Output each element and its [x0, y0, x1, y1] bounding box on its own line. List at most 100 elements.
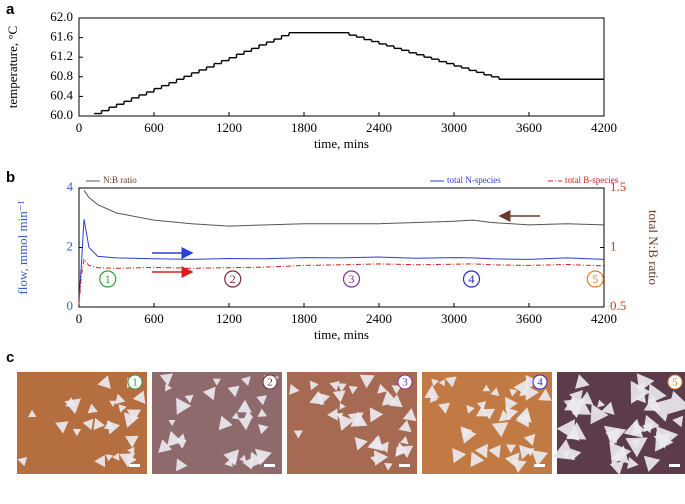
crystal	[105, 454, 114, 462]
crystal	[347, 412, 364, 427]
crystal	[369, 436, 382, 449]
crystal	[115, 393, 126, 405]
crystal	[607, 431, 616, 439]
crystal	[445, 376, 457, 388]
crystal	[327, 408, 338, 421]
crystal	[400, 436, 409, 445]
x-tick-label: 3600	[516, 311, 542, 326]
panel-label: b	[6, 169, 15, 186]
crystal	[519, 444, 534, 460]
crystal	[391, 385, 402, 395]
micrograph: 4	[422, 372, 552, 474]
crystal	[132, 390, 146, 404]
crystal	[338, 414, 355, 431]
crystal	[237, 399, 252, 413]
crystal	[512, 459, 527, 473]
x-tick-label: 2400	[366, 311, 392, 326]
crystal	[515, 412, 529, 428]
crystal	[109, 400, 117, 407]
crystal	[491, 422, 509, 438]
plot-frame	[78, 17, 605, 117]
crystal	[506, 444, 517, 454]
crystal	[119, 453, 136, 468]
x-tick-label: 0	[76, 120, 83, 135]
y-tick-label: 60.0	[50, 107, 73, 122]
crystal	[643, 414, 660, 433]
legend-label: N:B ratio	[103, 175, 137, 185]
annotation-circle	[462, 270, 481, 288]
crystal	[241, 376, 251, 386]
crystal	[590, 404, 609, 425]
label-circle	[532, 374, 548, 390]
crystal	[609, 441, 632, 466]
crystal	[525, 375, 540, 390]
crystal	[635, 382, 645, 393]
panel-label: a	[6, 1, 15, 18]
micrograph-label: 3	[402, 377, 408, 389]
micrograph: 5	[552, 372, 685, 475]
x-tick-label: 0	[76, 311, 83, 326]
crystal	[431, 378, 439, 387]
micrograph-label: 5	[672, 377, 678, 389]
crystal	[384, 463, 393, 471]
crystal	[523, 433, 536, 446]
annotation: 1	[105, 272, 111, 286]
x-tick-label: 600	[144, 311, 164, 326]
crystal	[525, 448, 535, 457]
label-circle	[127, 374, 143, 390]
micrograph-label: 2	[267, 377, 273, 389]
crystal	[125, 435, 139, 448]
annotation-circle	[99, 270, 117, 288]
panel-label: c	[6, 349, 14, 366]
crystal	[289, 384, 300, 395]
label-circle	[667, 374, 683, 390]
x-tick-label: 3600	[516, 120, 542, 135]
x-tick-label: 1200	[216, 120, 242, 135]
crystal	[354, 437, 368, 451]
crystal	[452, 448, 467, 464]
crystal	[505, 396, 518, 412]
crystal	[402, 408, 417, 422]
micrograph-label: 1	[132, 377, 138, 389]
crystal	[359, 374, 375, 389]
annotation-circle	[342, 270, 361, 288]
y-axis-label: temperature, °C	[5, 26, 20, 108]
crystal	[509, 388, 518, 397]
y2-tick-label: 1.5	[610, 179, 626, 194]
crystal	[482, 384, 491, 392]
y-axis-label: flow, mmol min⁻¹	[15, 200, 30, 294]
series-line	[83, 190, 605, 227]
label-circle	[262, 374, 278, 390]
x-tick-label: 1200	[216, 311, 242, 326]
crystal	[239, 454, 247, 462]
x-axis-label: time, mins	[314, 136, 369, 151]
crystal	[257, 408, 267, 417]
x-tick-label: 600	[144, 120, 164, 135]
crystal	[176, 433, 186, 443]
x-tick-label: 1800	[291, 311, 317, 326]
crystal	[369, 455, 379, 464]
crystal	[82, 418, 94, 430]
crystal	[118, 404, 127, 413]
scale-bar	[399, 464, 410, 467]
crystal	[339, 402, 346, 410]
crystal	[231, 412, 240, 420]
annotation-circle	[224, 270, 242, 288]
crystal	[531, 450, 549, 466]
crystal	[218, 415, 233, 431]
crystal	[94, 455, 105, 468]
crystal	[243, 410, 254, 420]
y-tick-label: 60.8	[50, 68, 73, 83]
crystal	[238, 417, 253, 431]
crystal	[601, 401, 615, 415]
crystal	[258, 424, 269, 435]
y-tick-label: 4	[67, 179, 74, 194]
y2-axis-label: total N:B ratio	[646, 210, 661, 285]
crystal	[630, 439, 641, 449]
x-tick-label: 4200	[591, 311, 617, 326]
crystal	[667, 390, 685, 415]
crystal	[597, 399, 606, 408]
y-tick-label: 2	[67, 238, 74, 253]
crystal	[552, 439, 576, 460]
crystal	[575, 374, 590, 389]
